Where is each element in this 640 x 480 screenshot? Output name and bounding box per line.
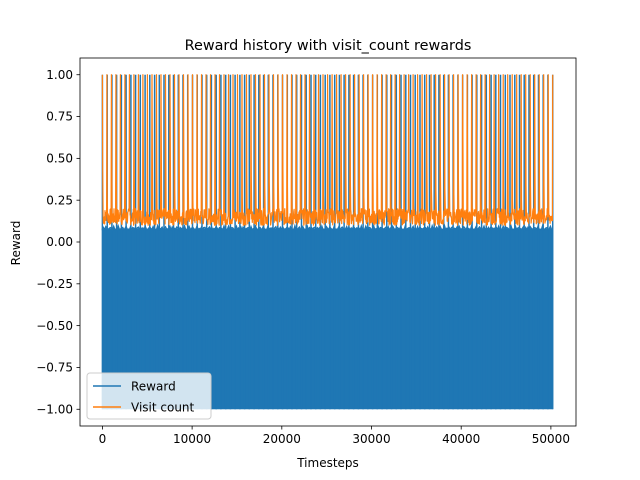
visit-count-series-line: [101, 74, 554, 226]
chart-title: Reward history with visit_count rewards: [185, 38, 472, 54]
y-tick-label: −0.25: [36, 277, 73, 291]
y-tick-label: 0.00: [46, 235, 73, 249]
x-tick-label: 40000: [442, 432, 480, 446]
y-tick-label: 1.00: [46, 68, 73, 82]
x-tick-label: 50000: [532, 432, 570, 446]
y-tick-label: −1.00: [36, 402, 73, 416]
y-tick-label: 0.25: [46, 193, 73, 207]
reward-series-spikes: [101, 74, 554, 410]
legend-label: Visit count: [131, 401, 195, 415]
x-axis: 0 10000 20000 30000 40000 50000: [99, 426, 570, 446]
legend: Reward Visit count: [86, 372, 212, 420]
legend-label: Reward: [131, 380, 176, 394]
x-tick-label: 10000: [173, 432, 211, 446]
x-axis-label: Timesteps: [296, 456, 359, 470]
x-tick-label: 20000: [263, 432, 301, 446]
x-tick-label: 30000: [352, 432, 390, 446]
y-tick-label: 0.75: [46, 110, 73, 124]
y-axis: −1.00 −0.75 −0.50 −0.25 0.00 0.25 0.50 0.75 1.00: [36, 68, 80, 416]
y-axis-label: Reward: [9, 221, 23, 266]
y-tick-label: 0.50: [46, 152, 73, 166]
y-tick-label: −0.75: [36, 361, 73, 375]
reward-series-envelope: [101, 223, 554, 233]
x-tick-label: 0: [99, 432, 107, 446]
y-tick-label: −0.50: [36, 319, 73, 333]
